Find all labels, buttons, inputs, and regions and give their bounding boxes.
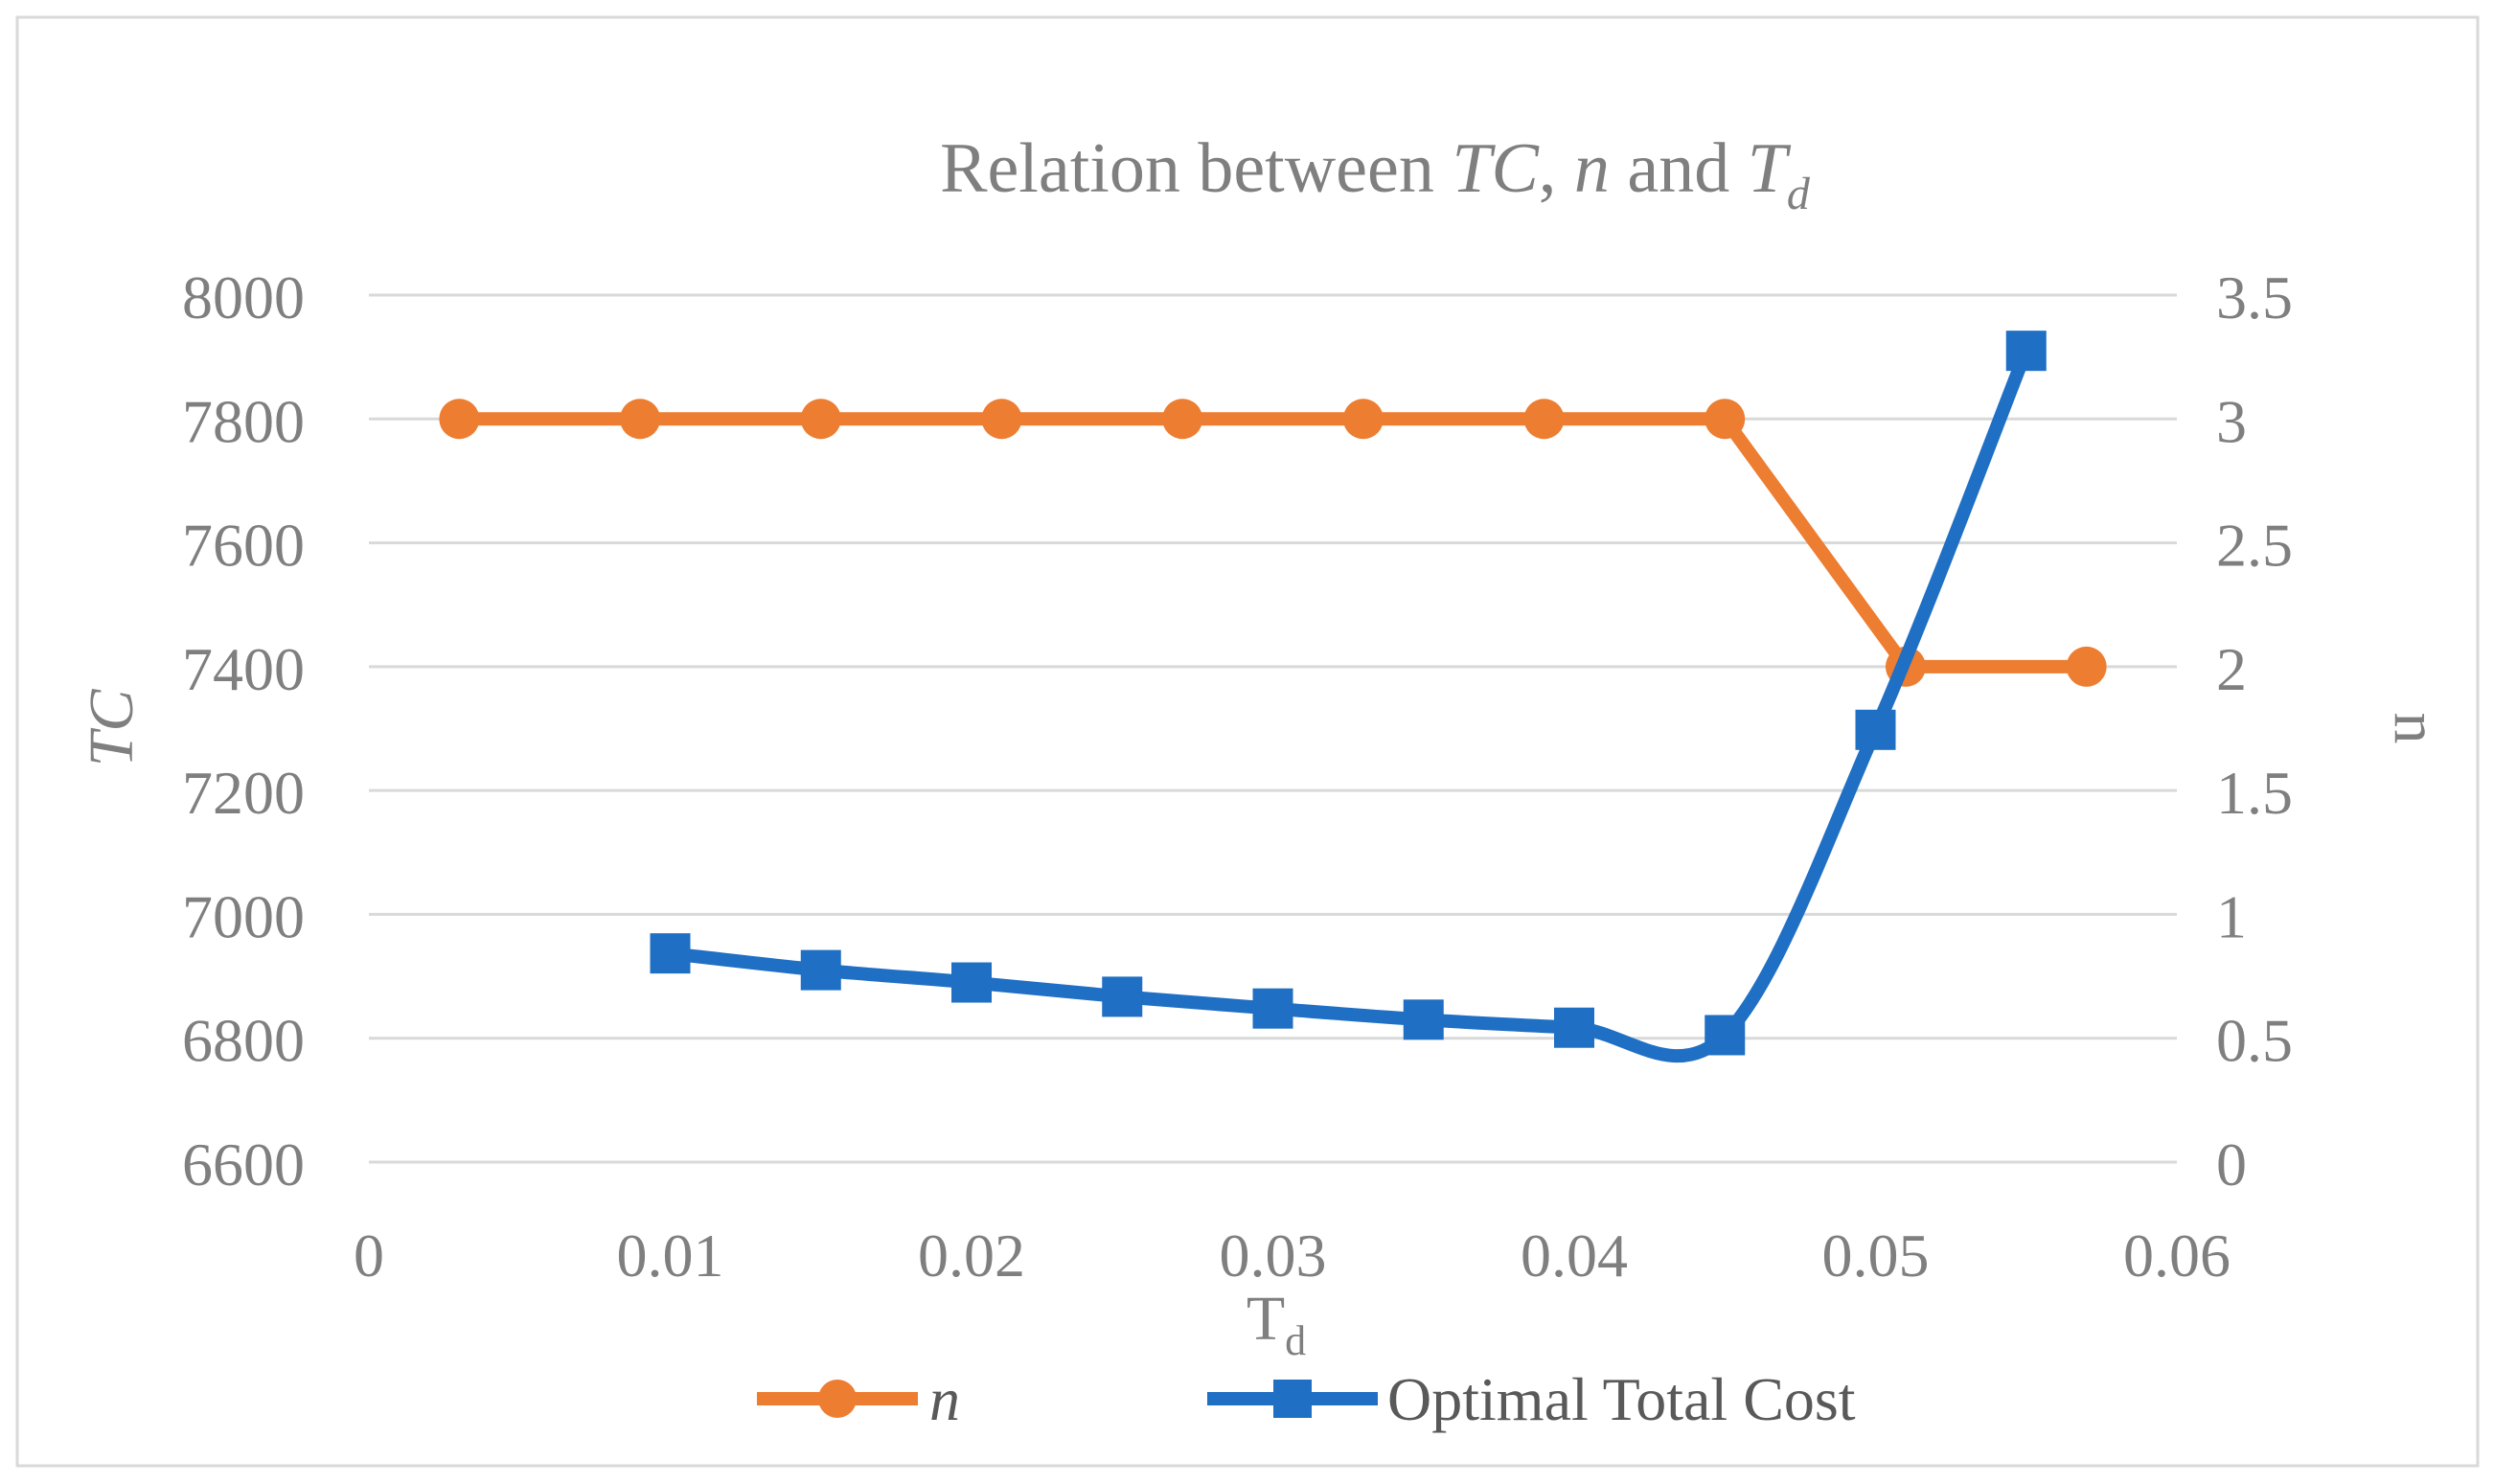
x-axis-title: Td	[1247, 1284, 1306, 1364]
legend-marker-square	[1273, 1380, 1312, 1418]
point-n-0	[439, 399, 480, 440]
y-left-tick-label-7400: 7400	[182, 635, 305, 703]
legend-item-optimal-total-cost: Optimal Total Cost	[1207, 1365, 1856, 1433]
chart-border	[15, 15, 2480, 1468]
point-n-9	[2066, 646, 2107, 687]
title-n: n	[1574, 129, 1610, 208]
legend-label-cost: Optimal Total Cost	[1387, 1365, 1856, 1433]
y-right-tick-label-3.5: 3.5	[2216, 263, 2293, 331]
y-right-tick-label-0: 0	[2216, 1130, 2247, 1199]
point-optimal-total-cost-8	[1855, 709, 1896, 750]
gridlines	[369, 293, 2177, 1164]
y-left-tick-label-6600: 6600	[182, 1130, 305, 1199]
x-tick-labels: 0 0.01 0.02 0.03 0.04 0.05 0.06	[354, 1221, 2231, 1290]
legend-item-n: n	[757, 1365, 960, 1433]
title-td: T	[1748, 129, 1792, 208]
y-right-axis-title: n	[2381, 713, 2451, 744]
title-and: and	[1610, 129, 1748, 208]
x-tick-label-0.06: 0.06	[2123, 1221, 2231, 1290]
point-n-1	[620, 399, 661, 440]
y-left-tick-label-6800: 6800	[182, 1007, 305, 1075]
x-tick-label-0.04: 0.04	[1521, 1221, 1628, 1290]
series-line-n	[452, 412, 2094, 674]
x-tick-label-0.01: 0.01	[617, 1221, 724, 1290]
y-right-tick-labels: 0 0.5 1 1.5 2 2.5 3 3.5	[2216, 263, 2293, 1199]
chart-title: Relation between TC, n and Td	[940, 129, 1811, 219]
point-optimal-total-cost-7	[1705, 1015, 1746, 1056]
point-optimal-total-cost-4	[1252, 988, 1293, 1029]
y-left-axis-title: TC	[77, 689, 147, 767]
title-prefix: Relation between	[940, 129, 1452, 208]
point-optimal-total-cost-5	[1403, 999, 1444, 1040]
point-optimal-total-cost-6	[1554, 1007, 1594, 1048]
y-left-tick-label-8000: 8000	[182, 263, 305, 331]
y-right-tick-label-1.5: 1.5	[2216, 759, 2293, 827]
point-optimal-total-cost-9	[2005, 331, 2047, 372]
point-n-4	[1162, 399, 1203, 440]
y-right-tick-label-3: 3	[2216, 387, 2247, 455]
x-tick-label-0: 0	[354, 1221, 384, 1290]
title-td-sub: d	[1787, 169, 1811, 219]
y-right-tick-label-0.5: 0.5	[2216, 1007, 2293, 1075]
point-n-7	[1705, 399, 1746, 440]
y-right-tick-label-1: 1	[2216, 882, 2247, 950]
y-right-tick-label-2.5: 2.5	[2216, 512, 2293, 580]
x-tick-label-0.02: 0.02	[918, 1221, 1025, 1290]
x-axis-title-sub: d	[1285, 1317, 1306, 1364]
point-optimal-total-cost-2	[951, 962, 992, 1003]
legend-marker-circle	[818, 1380, 857, 1418]
point-n-2	[800, 399, 841, 440]
point-optimal-total-cost-3	[1102, 976, 1143, 1017]
x-tick-label-0.05: 0.05	[1822, 1221, 1930, 1290]
point-optimal-total-cost-0	[650, 933, 691, 974]
point-optimal-total-cost-1	[800, 949, 841, 991]
series-layer	[439, 331, 2107, 1063]
y-right-tick-label-2: 2	[2216, 635, 2247, 703]
y-left-tick-label-7800: 7800	[182, 387, 305, 455]
x-axis-title-main: T	[1247, 1284, 1285, 1354]
x-tick-label-0.03: 0.03	[1220, 1221, 1327, 1290]
y-left-tick-labels: 6600 6800 7000 7200 7400 7600 7800 8000	[182, 263, 305, 1199]
title-tc: TC	[1452, 129, 1540, 208]
point-n-6	[1523, 399, 1565, 440]
legend: n Optimal Total Cost	[757, 1365, 1856, 1433]
point-n-3	[981, 399, 1022, 440]
point-n-5	[1342, 399, 1384, 440]
y-left-tick-label-7000: 7000	[182, 882, 305, 950]
title-comma: ,	[1539, 129, 1574, 208]
y-left-tick-label-7600: 7600	[182, 512, 305, 580]
y-left-tick-label-7200: 7200	[182, 759, 305, 827]
legend-label-n: n	[929, 1365, 960, 1433]
